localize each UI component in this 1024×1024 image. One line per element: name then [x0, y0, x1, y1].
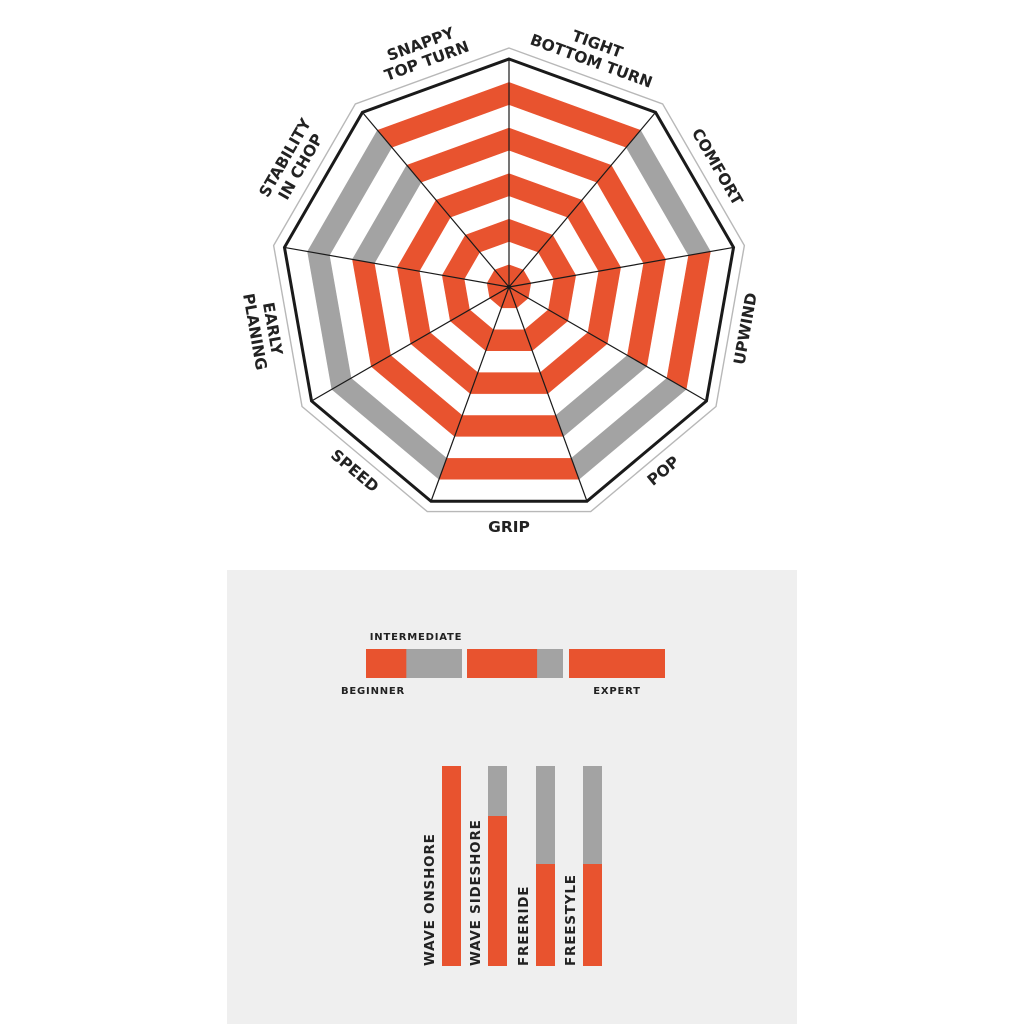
bar-label-freeride: FREERIDE	[516, 886, 532, 966]
level-segment-expert-fill	[569, 649, 665, 678]
bar-freeride	[536, 864, 555, 966]
radar-spoke	[430, 286, 510, 502]
level-segment-intermediate-fill	[467, 649, 538, 678]
radar-spoke	[311, 286, 510, 402]
rider-level-scale: INTERMEDIATE BEGINNER EXPERT	[341, 632, 665, 697]
bar-wave-onshore	[442, 766, 461, 966]
radar-spoke	[284, 246, 510, 288]
radar-spoke	[361, 111, 510, 288]
radar-band-grip-10	[430, 479, 588, 502]
radar-band-grip-8	[446, 436, 572, 459]
radar-spoke	[508, 286, 588, 502]
radar-axis-label: POP	[644, 453, 683, 490]
beginner-label: BEGINNER	[341, 686, 405, 697]
intermediate-label: INTERMEDIATE	[370, 632, 462, 643]
bar-label-wave-onshore: WAVE ONSHORE	[422, 833, 438, 966]
radar-outer-frame	[272, 47, 746, 513]
radar-axis-label-line: GRIP	[488, 518, 530, 536]
legend-panel: INTERMEDIATE BEGINNER EXPERT WAVE ONSHORE W…	[227, 570, 797, 1024]
radar-center	[507, 285, 511, 289]
bar-label-wave-sideshore: WAVE SIDESHORE	[468, 819, 484, 966]
radar-band-grip-5	[469, 372, 549, 395]
level-segment-beginner-fill	[366, 649, 407, 678]
radar-spoke	[508, 286, 707, 402]
radar-band-grip-7	[453, 415, 565, 438]
discipline-bar-chart: WAVE ONSHORE WAVE SIDESHORE FREERIDE FREEST…	[422, 766, 602, 966]
radar-axis-label-line: POP	[644, 453, 683, 490]
bar-wave-sideshore	[488, 816, 507, 966]
radar-band-grip-9	[438, 458, 580, 481]
radar-outline	[282, 57, 736, 503]
bar-label-freestyle: FREESTYLE	[563, 874, 579, 966]
radar-axis-label: GRIP	[488, 518, 530, 536]
bar-freestyle	[583, 864, 602, 966]
expert-label: EXPERT	[593, 686, 641, 697]
radar-band-grip-6	[461, 393, 557, 416]
radar-band-grip-4	[477, 350, 541, 373]
radar-spoke	[508, 246, 734, 288]
radar-spoke	[508, 111, 657, 288]
